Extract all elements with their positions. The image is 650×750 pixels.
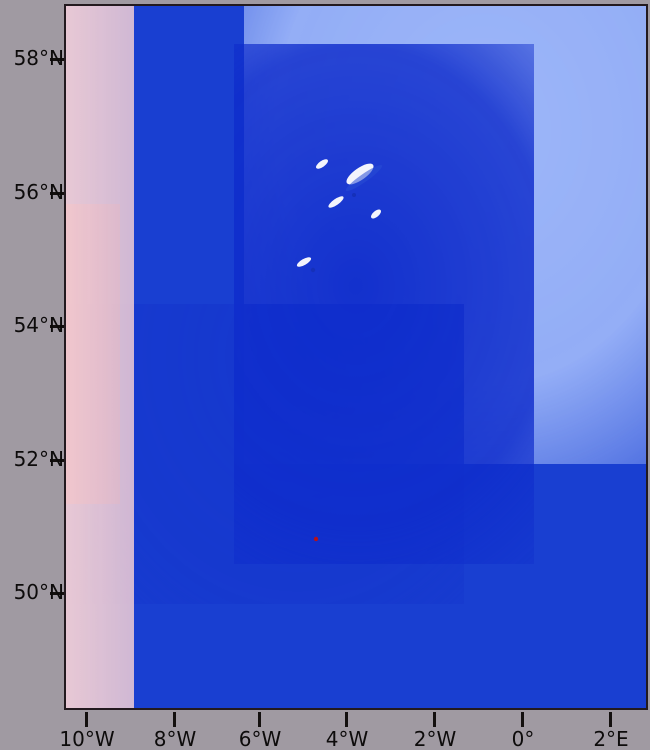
- x-label-4w: 4°W: [325, 727, 369, 750]
- x-label-8w: 8°W: [153, 727, 197, 750]
- y-label-52: 52°N: [13, 447, 64, 471]
- x-label-2w: 2°W: [413, 727, 457, 750]
- x-tick-6w: [258, 712, 261, 727]
- x-tick-10w: [85, 712, 88, 727]
- map-plot-area[interactable]: [64, 4, 648, 710]
- x-label-2e: 2°E: [593, 727, 629, 750]
- x-tick-0: [521, 712, 524, 727]
- y-label-56: 56°N: [13, 180, 64, 204]
- x-tick-2e: [609, 712, 612, 727]
- y-tick-58: [50, 58, 64, 61]
- y-tick-52: [50, 459, 64, 462]
- y-label-54: 54°N: [13, 313, 64, 337]
- y-tick-54: [50, 325, 64, 328]
- x-label-0: 0°: [511, 727, 535, 750]
- x-label-6w: 6°W: [238, 727, 282, 750]
- anomaly-heatmap: [66, 6, 646, 708]
- y-tick-50: [50, 592, 64, 595]
- anomaly-cores: [296, 159, 383, 542]
- x-label-10w: 10°W: [59, 727, 115, 750]
- x-tick-4w: [345, 712, 348, 727]
- x-tick-2w: [433, 712, 436, 727]
- x-tick-8w: [173, 712, 176, 727]
- y-label-58: 58°N: [13, 46, 64, 70]
- y-tick-56: [50, 192, 64, 195]
- y-label-50: 50°N: [13, 580, 64, 604]
